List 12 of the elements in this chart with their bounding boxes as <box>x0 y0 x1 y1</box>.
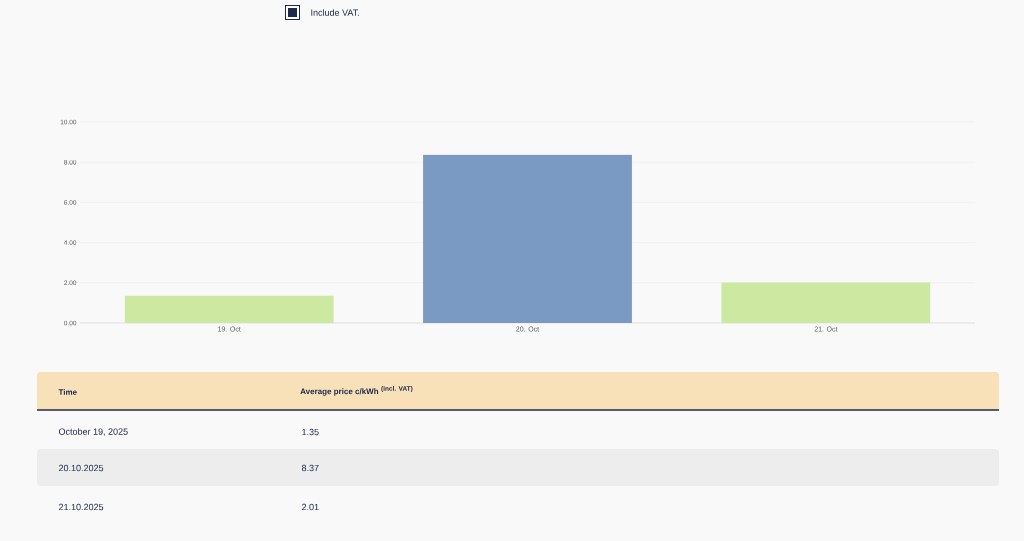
bar <box>124 295 334 323</box>
text: 8.37 <box>301 464 319 472</box>
text: Time <box>58 389 77 395</box>
text: 1.35 <box>302 428 319 436</box>
text: 21.10.2025 <box>58 503 104 511</box>
text: Include VAT. <box>311 9 359 16</box>
text: Average price c/kWh <box>300 388 379 396</box>
text: October 19, 2025 <box>58 428 128 436</box>
text: 2.01 <box>301 503 319 511</box>
bar <box>423 154 632 323</box>
bar <box>721 282 931 323</box>
text: 20.10.2025 <box>58 464 104 472</box>
